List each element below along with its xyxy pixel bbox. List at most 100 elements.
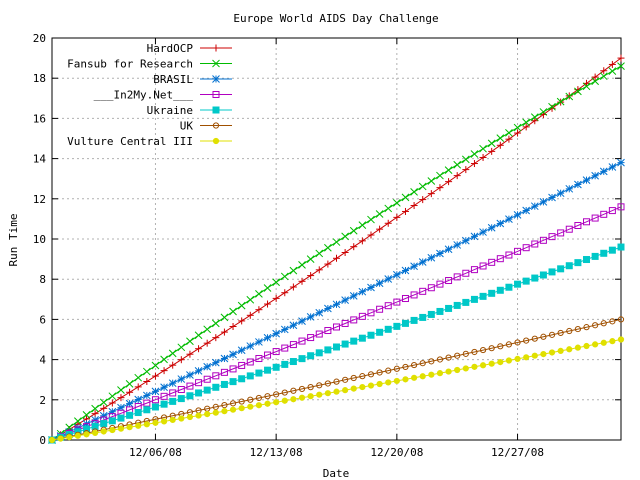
data-point-marker	[126, 424, 133, 431]
data-point-marker	[134, 383, 142, 391]
data-point-marker	[238, 398, 245, 405]
data-point-marker	[143, 377, 151, 385]
y-tick-label: 6	[39, 313, 46, 326]
data-point-marker	[592, 341, 599, 348]
x-tick-label: 12/06/08	[129, 446, 182, 459]
data-point-marker	[220, 368, 228, 376]
data-point-marker	[488, 147, 496, 155]
data-point-marker	[497, 343, 504, 350]
data-point-marker	[221, 402, 228, 409]
data-point-marker	[324, 380, 331, 387]
data-point-marker	[522, 118, 531, 127]
data-point-marker	[462, 298, 470, 306]
data-point-marker	[229, 365, 237, 373]
data-point-marker	[496, 286, 504, 294]
x-tick-label: 12/20/08	[370, 446, 423, 459]
y-tick-label: 2	[39, 394, 46, 407]
data-point-marker	[419, 287, 427, 295]
data-point-marker	[151, 361, 160, 370]
data-point-marker	[203, 339, 211, 347]
data-point-marker	[401, 319, 409, 327]
data-point-marker	[574, 87, 582, 96]
data-point-marker	[617, 158, 625, 167]
data-point-marker	[350, 337, 358, 345]
data-point-marker	[229, 378, 237, 386]
data-point-marker	[229, 307, 237, 316]
data-point-marker	[212, 137, 220, 145]
data-point-marker	[134, 395, 143, 404]
data-point-marker	[410, 316, 418, 324]
data-point-marker	[255, 402, 263, 409]
data-point-marker	[177, 375, 186, 383]
data-point-marker	[436, 171, 444, 180]
data-point-marker	[298, 385, 306, 393]
data-point-marker	[436, 249, 444, 258]
data-point-marker	[151, 396, 159, 404]
data-point-marker	[177, 356, 185, 364]
x-axis-label: Date	[323, 467, 350, 480]
data-point-marker	[91, 404, 99, 413]
data-point-marker	[272, 363, 280, 371]
data-point-marker	[92, 429, 99, 437]
data-point-marker	[160, 355, 168, 364]
data-point-marker	[125, 399, 134, 408]
data-point-marker	[539, 271, 547, 279]
data-point-marker	[565, 262, 573, 270]
data-point-marker	[289, 321, 298, 330]
data-point-marker	[273, 399, 280, 406]
data-point-marker	[436, 307, 444, 315]
legend: HardOCP Fansub for Research BRASIL ___In2My…	[67, 42, 232, 148]
data-point-marker	[617, 243, 625, 251]
data-point-marker	[488, 289, 496, 297]
data-point-marker	[470, 295, 478, 303]
data-point-marker	[505, 128, 513, 137]
data-point-marker	[487, 223, 496, 232]
data-point-marker	[401, 193, 410, 202]
data-point-marker	[419, 360, 426, 367]
data-point-marker	[315, 330, 323, 338]
data-point-marker	[349, 226, 358, 235]
data-point-marker	[229, 406, 237, 413]
data-point-marker	[367, 231, 375, 239]
data-point-marker	[289, 358, 297, 366]
data-point-marker	[401, 295, 409, 303]
data-point-marker	[531, 240, 539, 248]
data-point-marker	[393, 298, 401, 306]
data-point-marker	[445, 354, 452, 361]
data-point-marker	[298, 394, 306, 401]
data-point-marker	[238, 361, 246, 369]
data-point-marker	[522, 206, 531, 215]
data-point-marker	[514, 129, 522, 137]
data-point-marker	[376, 225, 384, 233]
data-point-marker	[436, 184, 444, 192]
data-point-marker	[212, 403, 219, 410]
data-point-marker	[203, 325, 212, 334]
data-point-marker	[453, 160, 462, 169]
data-point-marker	[445, 178, 453, 186]
data-point-marker	[617, 203, 625, 211]
data-point-marker	[556, 189, 565, 198]
data-point-marker	[247, 403, 254, 410]
data-point-marker	[367, 283, 375, 292]
data-point-marker	[513, 210, 522, 219]
data-point-marker	[514, 280, 522, 288]
data-point-marker	[333, 378, 340, 385]
data-point-marker	[617, 54, 625, 62]
data-point-marker	[453, 273, 461, 281]
data-point-marker	[212, 383, 220, 391]
data-point-marker	[418, 182, 427, 191]
data-point-marker	[324, 260, 332, 268]
data-point-marker	[186, 382, 194, 390]
data-point-marker	[454, 366, 461, 374]
data-point-marker	[600, 320, 607, 327]
data-point-marker	[315, 349, 323, 357]
data-point-marker	[608, 207, 616, 215]
plot-frame	[51, 37, 622, 441]
data-point-marker	[479, 362, 487, 369]
y-tick-label: 12	[33, 193, 46, 206]
data-point-marker	[548, 233, 556, 241]
data-point-marker	[479, 228, 487, 236]
data-point-marker	[402, 363, 409, 371]
data-point-marker	[600, 339, 607, 346]
data-point-marker	[212, 75, 220, 83]
